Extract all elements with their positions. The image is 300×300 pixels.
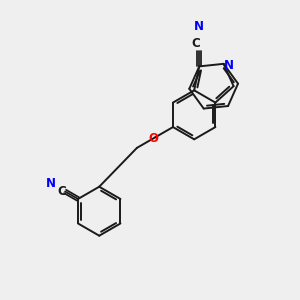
Text: C: C: [191, 37, 200, 50]
Text: N: N: [224, 59, 234, 72]
Text: N: N: [46, 177, 56, 190]
Text: O: O: [148, 133, 158, 146]
Text: C: C: [57, 185, 66, 198]
Text: N: N: [194, 20, 204, 33]
